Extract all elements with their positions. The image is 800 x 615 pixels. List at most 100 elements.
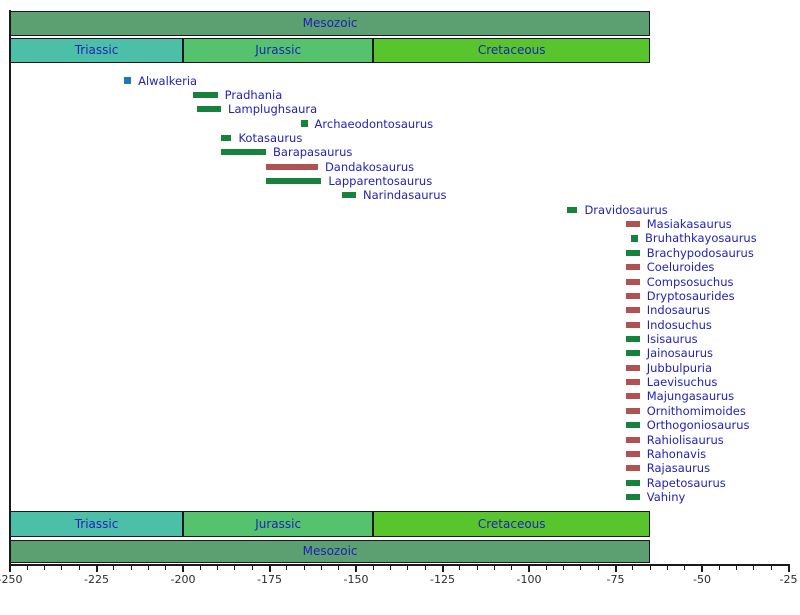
taxon-label: Archaeodontosaurus — [314, 116, 434, 131]
taxon-range-bar — [625, 321, 640, 328]
taxon-range-bar — [221, 149, 267, 156]
x-axis-minor-tick — [718, 566, 720, 570]
taxon-range-bar — [625, 450, 640, 457]
taxon-range-bar — [221, 134, 232, 141]
y-axis-spine — [9, 10, 11, 566]
x-axis-major-tick — [441, 566, 444, 572]
taxon-label: Dryptosaurides — [646, 288, 735, 303]
x-axis-tick-label: -25 — [779, 573, 798, 586]
taxon-point-marker — [300, 120, 308, 128]
taxon-label: Rajasaurus — [646, 461, 711, 476]
taxon-label: Indosaurus — [646, 303, 711, 318]
taxon-label: Pradhania — [224, 87, 283, 102]
taxon-label: Orthogoniosaurus — [646, 418, 750, 433]
taxon-point-marker — [631, 234, 639, 242]
x-axis-minor-tick — [234, 566, 236, 570]
era-bar-top: Mesozoic — [10, 11, 651, 36]
taxon-label: Brachypodosaurus — [646, 245, 754, 260]
taxon-range-bar — [625, 350, 640, 357]
x-axis-minor-tick — [130, 566, 132, 570]
taxon-range-bar — [196, 106, 222, 113]
x-axis-major-tick — [9, 566, 11, 572]
x-axis-minor-tick — [217, 566, 219, 570]
x-axis-minor-tick — [407, 566, 409, 570]
taxon-label: Dandakosaurus — [324, 159, 415, 174]
taxon-range-bar — [625, 264, 640, 271]
taxon-range-bar — [625, 221, 640, 228]
period-bar-jurassic-bottom: Jurassic — [183, 511, 374, 537]
taxon-label: Vahiny — [646, 489, 686, 504]
x-axis-minor-tick — [632, 566, 634, 570]
x-axis-minor-tick — [61, 566, 63, 570]
x-axis-minor-tick — [147, 566, 149, 570]
x-axis-tick-label: -100 — [516, 573, 542, 586]
x-axis-minor-tick — [684, 566, 686, 570]
taxon-range-bar — [625, 407, 640, 414]
taxon-range-bar — [625, 307, 640, 314]
x-axis-minor-tick — [424, 566, 426, 570]
x-axis-minor-tick — [666, 566, 668, 570]
taxon-range-bar — [625, 493, 640, 500]
x-axis-minor-tick — [563, 566, 565, 570]
x-axis-minor-tick — [545, 566, 547, 570]
x-axis-minor-tick — [493, 566, 495, 570]
period-bar-triassic-bottom: Triassic — [10, 511, 183, 537]
taxon-range-bar — [625, 379, 640, 386]
taxon-label: Lapparentosaurus — [328, 174, 433, 189]
x-axis-tick-label: -225 — [84, 573, 109, 586]
taxon-label: Ornithomimoides — [646, 403, 746, 418]
x-axis-tick-label: -125 — [430, 573, 455, 586]
x-axis-minor-tick — [511, 566, 513, 570]
x-axis-major-tick — [528, 566, 530, 572]
taxon-label: Dravidosaurus — [584, 202, 668, 217]
taxon-label: Lamplughsaura — [228, 102, 318, 117]
taxon-range-bar — [625, 278, 640, 285]
x-axis-minor-tick — [320, 566, 322, 570]
taxon-range-bar — [266, 163, 318, 170]
x-axis-minor-tick — [165, 566, 167, 570]
taxon-range-bar — [625, 249, 640, 256]
x-axis-tick-label: -200 — [170, 573, 196, 586]
taxon-label: Masiakasaurus — [646, 217, 732, 232]
x-axis-tick-label: -75 — [606, 573, 625, 586]
x-axis-tick-label: -175 — [257, 573, 282, 586]
taxon-label: Kotasaurus — [238, 130, 303, 145]
x-axis-minor-tick — [390, 566, 392, 570]
x-axis-major-tick — [355, 566, 357, 572]
x-axis-minor-tick — [113, 566, 115, 570]
x-axis-minor-tick — [251, 566, 253, 570]
x-axis-tick-label: -250 — [0, 573, 23, 586]
taxon-range-bar — [625, 335, 640, 342]
era-bar-bottom: Mesozoic — [10, 540, 651, 563]
period-bar-cretaceous-bottom: Cretaceous — [373, 511, 651, 537]
taxon-label: Narindasaurus — [363, 188, 447, 203]
x-axis-major-tick — [787, 566, 790, 572]
taxon-range-bar — [625, 479, 640, 486]
taxon-label: Jubbulpuria — [646, 360, 713, 375]
taxon-label: Jainosaurus — [646, 346, 714, 361]
x-axis-tick-label: -50 — [693, 573, 711, 586]
x-axis-minor-tick — [753, 566, 755, 570]
x-axis-minor-tick — [286, 566, 288, 570]
x-axis-line — [9, 564, 790, 566]
x-axis-major-tick — [182, 566, 184, 572]
x-axis-minor-tick — [78, 566, 80, 570]
taxon-label: Coeluroides — [646, 260, 715, 275]
x-axis-minor-tick — [303, 566, 305, 570]
x-axis-minor-tick — [580, 566, 582, 570]
period-bar-cretaceous-top: Cretaceous — [373, 38, 651, 63]
taxon-range-bar — [266, 178, 322, 185]
period-bar-jurassic-top: Jurassic — [183, 38, 374, 63]
taxon-label: Rapetosaurus — [646, 475, 726, 490]
taxon-range-bar — [625, 292, 640, 299]
taxon-range-bar — [625, 436, 640, 443]
taxon-label: Laevisuchus — [646, 375, 718, 390]
taxon-label: Majungasaurus — [646, 389, 735, 404]
x-axis-minor-tick — [338, 566, 340, 570]
x-axis-major-tick — [701, 566, 703, 572]
x-axis-minor-tick — [459, 566, 461, 570]
taxon-label: Indosuchus — [646, 317, 712, 332]
taxon-label: Compsosuchus — [646, 274, 734, 289]
taxon-range-bar — [625, 364, 640, 371]
taxon-label: Rahonavis — [646, 446, 707, 461]
